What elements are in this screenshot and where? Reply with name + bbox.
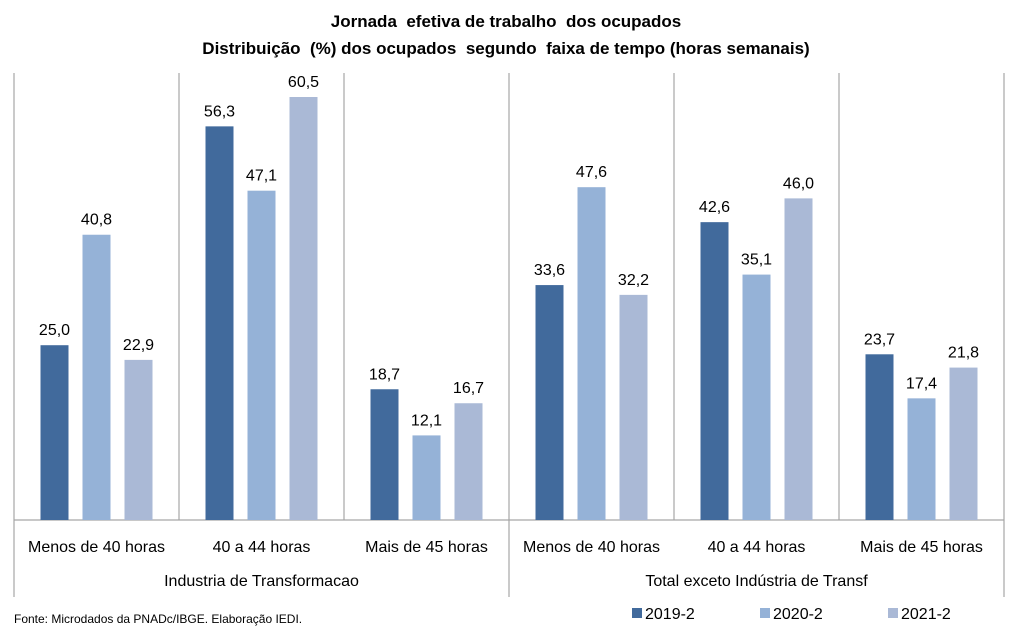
data-label: 22,9 (123, 337, 154, 354)
bar-2020-2-5 (907, 398, 936, 520)
data-label: 47,6 (576, 164, 607, 181)
legend: 2019-2 2020-2 2021-2 (632, 606, 951, 623)
category-label: Mais de 45 horas (365, 539, 488, 556)
bar-2021-2-5 (949, 367, 978, 520)
bar-2020-2-2 (412, 435, 441, 520)
bar-2019-2-3 (535, 285, 564, 520)
bar-2020-2-4 (742, 274, 771, 520)
data-label: 12,1 (411, 412, 442, 429)
bar-2019-2-4 (700, 222, 729, 520)
data-label: 60,5 (288, 74, 319, 91)
data-label: 47,1 (246, 168, 277, 185)
group-label: Total exceto Indústria de Transf (645, 573, 868, 590)
chart-frame (13, 73, 1005, 597)
category-labels: Menos de 40 horas 40 a 44 horas Mais de 45… (28, 539, 983, 556)
data-label: 17,4 (906, 375, 937, 392)
data-label: 21,8 (948, 345, 979, 362)
legend-swatch-2020-2 (760, 608, 770, 618)
data-label: 18,7 (369, 366, 400, 383)
data-label: 46,0 (783, 175, 814, 192)
value-labels-layer: 25,0 56,3 18,7 33,6 42,6 23,7 40,8 47,1 12,1 47,6… (39, 74, 979, 429)
data-label: 35,1 (741, 252, 772, 269)
legend-label: 2020-2 (773, 606, 823, 623)
data-label: 23,7 (864, 331, 895, 348)
bar-2019-2-5 (865, 354, 894, 520)
bar-2020-2-1 (247, 190, 276, 520)
bar-2021-2-3 (619, 294, 648, 520)
bar-2020-2-3 (577, 187, 606, 520)
legend-label: 2019-2 (645, 606, 695, 623)
bar-2021-2-1 (289, 97, 318, 520)
category-label: 40 a 44 horas (708, 539, 806, 556)
category-label: Menos de 40 horas (28, 539, 165, 556)
data-label: 40,8 (81, 212, 112, 229)
category-label: Mais de 45 horas (860, 539, 983, 556)
data-label: 25,0 (39, 322, 70, 339)
legend-swatch-2021-2 (888, 608, 898, 618)
bar-2019-2-0 (40, 345, 69, 520)
data-label: 56,3 (204, 103, 235, 120)
bar-2021-2-4 (784, 198, 813, 520)
bar-2021-2-2 (454, 403, 483, 520)
bar-2019-2-1 (205, 126, 234, 520)
chart-title: Jornada efetiva de trabalho dos ocupados (331, 12, 681, 31)
bar-2019-2-2 (370, 389, 399, 520)
data-label: 42,6 (699, 199, 730, 216)
category-label: 40 a 44 horas (213, 539, 311, 556)
data-label: 16,7 (453, 380, 484, 397)
category-label: Menos de 40 horas (523, 539, 660, 556)
legend-label: 2021-2 (901, 606, 951, 623)
group-label: Industria de Transformacao (164, 573, 359, 590)
source-note: Fonte: Microdados da PNADc/IBGE. Elabora… (14, 612, 302, 626)
bar-2021-2-0 (124, 359, 153, 520)
legend-swatch-2019-2 (632, 608, 642, 618)
data-label: 33,6 (534, 262, 565, 279)
bars-layer (40, 97, 978, 520)
bar-2020-2-0 (82, 234, 111, 520)
chart-subtitle: Distribuição (%) dos ocupados segundo fa… (202, 39, 809, 58)
data-label: 32,2 (618, 272, 649, 289)
group-labels: Industria de Transformacao Total exceto I… (164, 573, 868, 590)
